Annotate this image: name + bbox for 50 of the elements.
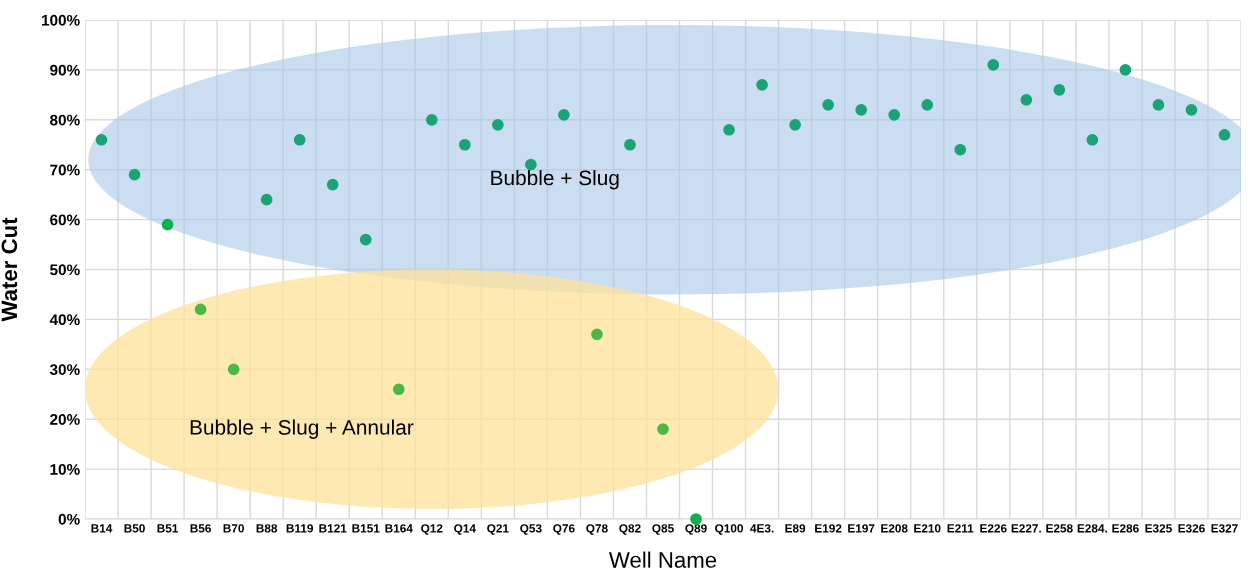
y-tick-label: 50% <box>50 264 80 276</box>
y-tick-label: 70% <box>50 164 80 176</box>
x-tick-label: B121 <box>319 524 347 533</box>
x-tick-label: E226 <box>980 524 1007 533</box>
x-tick-label: E327 <box>1211 524 1238 533</box>
x-tick-label: B51 <box>157 524 179 533</box>
x-tick-label: B119 <box>286 524 314 533</box>
y-tick-label: 80% <box>50 114 80 126</box>
x-tick-label: E89 <box>785 524 806 533</box>
y-tick-label: 30% <box>49 364 80 376</box>
x-tick-label: Q14 <box>454 524 476 535</box>
x-tick-label: E326 <box>1178 524 1205 533</box>
x-tick-label: 4E3. <box>750 524 774 533</box>
x-tick-label: B50 <box>124 524 145 533</box>
annotation: Bubble + Slug <box>491 169 619 190</box>
x-tick-label: Q12 <box>421 524 443 535</box>
y-tick-label: 20% <box>50 414 80 425</box>
x-tick-label: Q89 <box>685 524 707 535</box>
x-tick-label: B56 <box>190 524 211 533</box>
x-axis-title: Well Name <box>608 551 717 568</box>
x-tick-label: B88 <box>256 524 278 533</box>
y-tick-label: 60% <box>50 214 80 226</box>
x-tick-label: E325 <box>1145 524 1172 533</box>
y-axis-title: Water Cut <box>1 217 18 322</box>
x-tick-label: E286 <box>1112 524 1139 533</box>
x-tick-label: E284. <box>1077 524 1107 533</box>
x-tick-label: Q21 <box>487 524 509 535</box>
x-tick-label: B164 <box>385 524 413 533</box>
x-tick-label: E258 <box>1046 524 1073 533</box>
x-tick-label: B70 <box>223 524 244 533</box>
x-tick-label: Q53 <box>520 524 542 535</box>
x-tick-label: Q85 <box>652 524 674 535</box>
y-tick-label: 40% <box>49 314 80 326</box>
y-tick-label: 0% <box>58 513 80 525</box>
x-tick-label: E227. <box>1011 524 1041 533</box>
annotation: Bubble + Slug + Annular <box>190 419 414 439</box>
x-tick-label: Q78 <box>586 524 608 535</box>
y-tick-label: 90% <box>50 64 80 76</box>
x-tick-label: B14 <box>91 524 113 533</box>
x-tick-label: Q76 <box>553 524 575 535</box>
x-tick-label: E211 <box>947 524 974 533</box>
y-tick-label: 100% <box>42 14 80 26</box>
y-tick-label: 10% <box>50 463 80 475</box>
x-tick-label: E208 <box>881 524 908 533</box>
x-tick-label: E192 <box>815 524 842 533</box>
x-tick-label: E197 <box>848 524 875 533</box>
x-tick-label: Q100 <box>715 524 744 535</box>
x-tick-label: B151 <box>352 524 380 533</box>
x-tick-label: E210 <box>914 524 941 533</box>
x-tick-label: Q82 <box>619 524 641 535</box>
